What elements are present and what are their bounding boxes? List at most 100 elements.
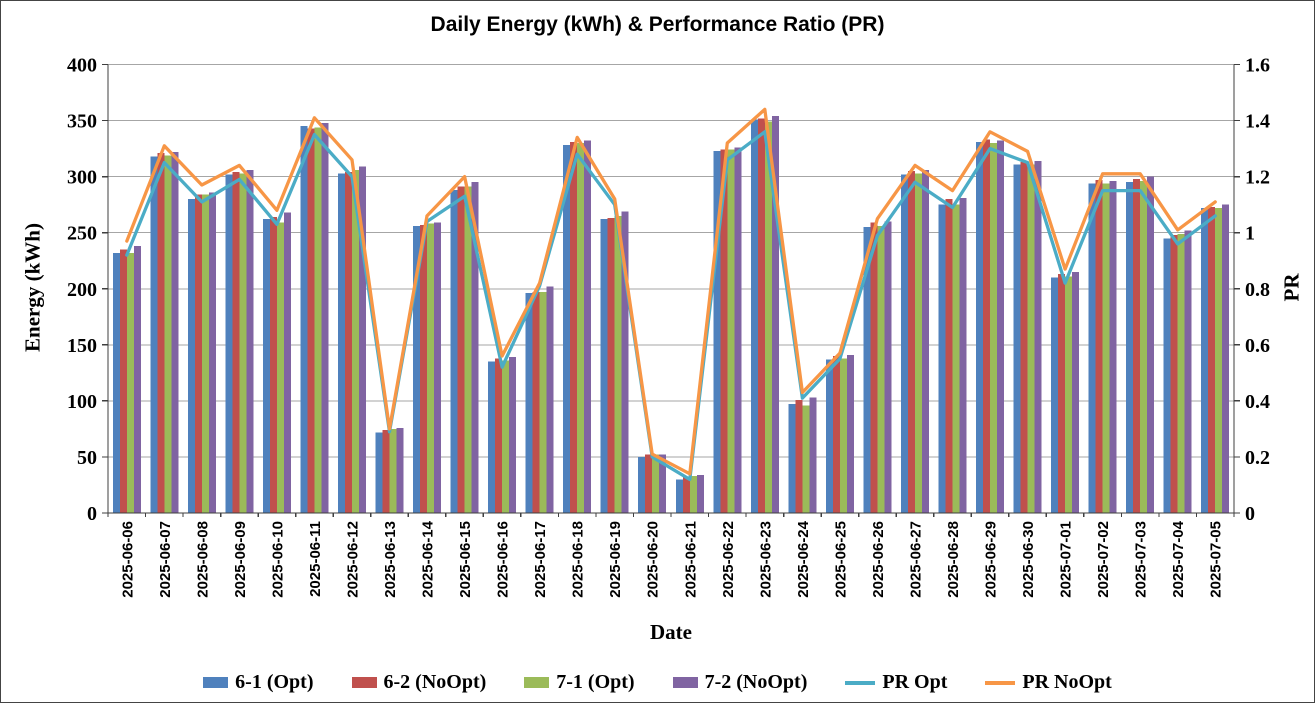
bar-7-1 (Opt) [464, 186, 472, 513]
bar-6-2 (NoOpt) [232, 172, 240, 513]
bar-7-1 (Opt) [276, 222, 284, 513]
bar-7-1 (Opt) [314, 127, 322, 513]
y-right-tick-label: 1 [1245, 223, 1255, 245]
legend-label: 7-2 (NoOpt) [704, 671, 808, 693]
legend-bar-swatch [351, 677, 377, 688]
x-tick-label: 2025-06-18 [570, 521, 587, 598]
x-tick-label: 2025-07-05 [1208, 521, 1225, 598]
bar-6-2 (NoOpt) [1058, 274, 1066, 513]
x-tick-label: 2025-06-09 [232, 521, 249, 598]
bar-7-2 (NoOpt) [846, 354, 854, 513]
bar-6-2 (NoOpt) [757, 118, 765, 513]
y-right-tick-label: 0 [1245, 503, 1255, 525]
bar-6-1 (Opt) [600, 219, 608, 514]
y-right-tick-label: 1.4 [1245, 111, 1270, 133]
bar-7-1 (Opt) [839, 358, 847, 513]
bar-6-1 (Opt) [450, 190, 458, 513]
bar-7-1 (Opt) [389, 428, 397, 513]
x-tick-label: 2025-07-03 [1133, 521, 1150, 598]
legend-label: 6-2 (NoOpt) [383, 671, 487, 693]
x-tick-label: 2025-06-26 [870, 521, 887, 598]
chart-title: Daily Energy (kWh) & Performance Ratio (… [430, 13, 885, 36]
legend-label: PR NoOpt [1022, 671, 1112, 693]
bar-6-1 (Opt) [187, 199, 195, 514]
x-tick-label: 2025-06-14 [420, 520, 437, 597]
bar-6-1 (Opt) [300, 126, 308, 513]
bar-6-2 (NoOpt) [344, 172, 352, 513]
bar-7-1 (Opt) [164, 155, 172, 514]
bar-7-2 (NoOpt) [1109, 181, 1117, 514]
bar-6-2 (NoOpt) [457, 186, 465, 513]
x-tick-label: 2025-06-24 [795, 520, 812, 597]
bar-6-2 (NoOpt) [607, 218, 615, 513]
bar-6-1 (Opt) [1088, 183, 1096, 514]
bar-7-2 (NoOpt) [1147, 176, 1155, 513]
bar-6-2 (NoOpt) [532, 292, 540, 513]
x-tick-label: 2025-06-10 [269, 521, 286, 598]
bar-7-2 (NoOpt) [734, 147, 742, 513]
bar-6-2 (NoOpt) [720, 149, 728, 513]
legend-item: 6-2 (NoOpt) [351, 671, 487, 694]
legend-item: PR NoOpt [985, 671, 1112, 694]
x-tick-label: 2025-06-25 [832, 521, 849, 598]
bar-6-1 (Opt) [112, 252, 120, 513]
bar-6-2 (NoOpt) [382, 430, 390, 513]
bar-6-1 (Opt) [675, 479, 683, 513]
bar-7-1 (Opt) [914, 173, 922, 514]
x-tick-label: 2025-06-13 [382, 521, 399, 598]
x-tick-label: 2025-07-02 [1095, 521, 1112, 598]
bar-6-2 (NoOpt) [1170, 234, 1178, 513]
bar-7-2 (NoOpt) [696, 474, 704, 513]
y-left-tick-label: 300 [67, 167, 97, 189]
x-tick-label: 2025-06-29 [983, 521, 1000, 598]
bar-7-2 (NoOpt) [621, 211, 629, 514]
bar-6-2 (NoOpt) [157, 153, 165, 514]
bar-7-1 (Opt) [689, 475, 697, 513]
y-right-tick-label: 1.2 [1245, 167, 1270, 189]
x-tick-label: 2025-06-19 [607, 521, 624, 598]
bar-7-1 (Opt) [1140, 181, 1148, 514]
bar-7-1 (Opt) [652, 454, 660, 513]
bar-7-1 (Opt) [1102, 183, 1110, 514]
bar-6-1 (Opt) [976, 141, 984, 513]
bar-7-2 (NoOpt) [246, 169, 254, 513]
bar-7-1 (Opt) [727, 149, 735, 513]
bar-7-2 (NoOpt) [208, 192, 216, 513]
legend-label: 6-1 (Opt) [235, 671, 314, 693]
y-left-tick-label: 400 [67, 55, 97, 77]
bar-7-1 (Opt) [990, 142, 998, 514]
x-tick-label: 2025-07-01 [1058, 521, 1075, 598]
bar-6-1 (Opt) [1163, 238, 1171, 513]
y-right-tick-label: 0.2 [1245, 447, 1270, 469]
y-left-tick-label: 0 [87, 503, 97, 525]
legend-label: 7-1 (Opt) [556, 671, 635, 693]
bar-7-1 (Opt) [802, 405, 810, 513]
bar-7-1 (Opt) [351, 169, 359, 513]
x-tick-label: 2025-06-23 [757, 521, 774, 598]
x-tick-label: 2025-06-20 [645, 521, 662, 598]
legend-line-swatch [845, 680, 876, 685]
x-tick-label: 2025-06-15 [457, 521, 474, 598]
bar-7-1 (Opt) [952, 204, 960, 513]
bar-6-2 (NoOpt) [870, 222, 878, 513]
bar-6-2 (NoOpt) [983, 139, 991, 513]
legend-bar-swatch [524, 677, 550, 688]
y-left-tick-label: 200 [67, 279, 97, 301]
y-right-tick-label: 0.4 [1245, 391, 1270, 413]
bar-7-2 (NoOpt) [959, 197, 967, 513]
legend-bar-swatch [203, 677, 229, 688]
bar-6-1 (Opt) [488, 361, 496, 513]
bar-6-1 (Opt) [825, 359, 833, 513]
legend-line-swatch [985, 680, 1016, 685]
bar-7-2 (NoOpt) [809, 397, 817, 513]
bar-7-2 (NoOpt) [396, 427, 404, 513]
bar-7-2 (NoOpt) [358, 166, 366, 513]
x-tick-label: 2025-06-28 [945, 521, 962, 598]
bar-6-1 (Opt) [563, 145, 571, 514]
bar-7-2 (NoOpt) [509, 357, 517, 513]
bar-7-1 (Opt) [1027, 164, 1035, 513]
bar-7-2 (NoOpt) [1072, 271, 1080, 513]
bar-7-2 (NoOpt) [659, 454, 667, 513]
bar-6-1 (Opt) [938, 204, 946, 513]
